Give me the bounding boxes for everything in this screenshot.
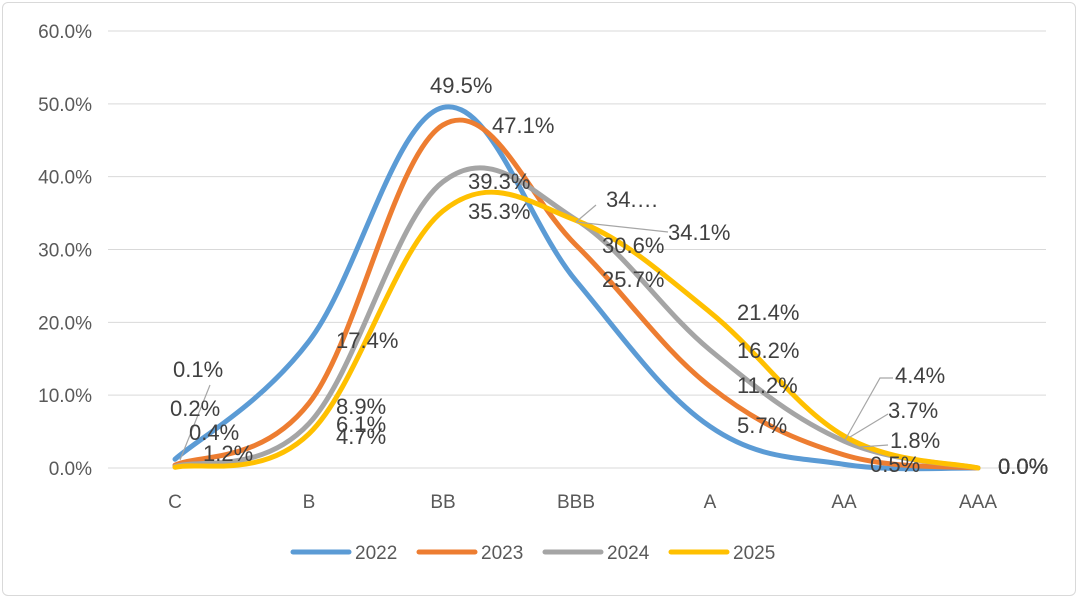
data-label-2024: 34.1% xyxy=(668,220,730,245)
x-axis-ticks: C B BB BBB A AA AAA xyxy=(168,492,997,513)
legend-item-2024: 2024 xyxy=(542,543,650,564)
data-label-2025: 0.1% xyxy=(173,357,223,382)
series-line-2023 xyxy=(172,117,981,471)
y-tick-label: 40.0% xyxy=(38,168,92,189)
legend-label: 2023 xyxy=(481,543,523,564)
data-label-2024: 6.1% xyxy=(336,412,386,437)
data-label-2023: 47.1% xyxy=(492,113,554,138)
y-tick-label: 20.0% xyxy=(38,313,92,334)
series-line-2025 xyxy=(172,189,981,471)
data-label-2024: 0.0% xyxy=(998,454,1048,479)
series-lines xyxy=(172,104,981,472)
label-leader-line xyxy=(575,221,669,233)
label-leader-line xyxy=(859,444,889,448)
x-tick-label: BB xyxy=(430,492,455,513)
y-tick-label: 50.0% xyxy=(38,95,92,116)
data-label-2023: 0.0% xyxy=(998,454,1048,479)
legend-item-2023: 2023 xyxy=(416,543,523,564)
data-labels: 1.2% 17.4% 49.5% 25.7% 5.7% 0.5% 0.0% 0.4% 8.9% 4… xyxy=(170,73,1048,479)
legend-item-2025: 2025 xyxy=(668,543,775,564)
x-tick-label: AAA xyxy=(959,492,997,513)
data-label-2025: 0.0% xyxy=(998,454,1048,479)
label-leader-line xyxy=(179,384,211,461)
data-label-2022: 17.4% xyxy=(336,328,398,353)
legend-item-2022: 2022 xyxy=(290,543,397,564)
data-label-2024: 39.3% xyxy=(468,169,530,194)
data-label-2022: 0.0% xyxy=(998,454,1048,479)
data-label-2023: 1.8% xyxy=(890,428,940,453)
label-leader-line xyxy=(849,413,889,438)
data-label-2023: 30.6% xyxy=(602,233,664,258)
x-tick-label: BBB xyxy=(557,492,595,513)
data-label-2025: 4.7% xyxy=(336,424,386,449)
y-tick-label: 10.0% xyxy=(38,386,92,407)
legend-label: 2024 xyxy=(607,543,650,564)
data-label-2022: 0.5% xyxy=(870,452,920,477)
data-label-2023: 11.2% xyxy=(737,373,798,398)
data-label-2024: 16.2% xyxy=(737,338,799,363)
data-label-2025: 34.… xyxy=(606,187,659,212)
data-label-2024: 3.7% xyxy=(888,398,938,423)
y-tick-label: 30.0% xyxy=(38,241,92,262)
legend: 2022 2023 2024 2025 xyxy=(290,543,775,564)
series-line-2022 xyxy=(172,104,981,472)
label-leader-line xyxy=(575,204,597,223)
data-label-2025: 21.4% xyxy=(737,300,799,325)
x-tick-label: AA xyxy=(831,492,857,513)
x-tick-label: B xyxy=(303,492,316,513)
data-label-2022: 5.7% xyxy=(737,413,787,438)
series-line-2024 xyxy=(172,165,981,471)
data-label-2023: 0.4% xyxy=(189,420,239,445)
data-label-2024: 0.2% xyxy=(170,396,220,421)
data-label-2023: 8.9% xyxy=(336,394,386,419)
x-tick-label: A xyxy=(704,492,717,513)
data-label-2022: 25.7% xyxy=(602,267,664,292)
data-label-2025: 35.3% xyxy=(468,199,530,224)
y-tick-label: 60.0% xyxy=(38,22,92,43)
legend-label: 2025 xyxy=(733,543,775,564)
legend-label: 2022 xyxy=(355,543,397,564)
data-label-2022: 49.5% xyxy=(430,73,492,98)
data-label-2022: 1.2% xyxy=(203,441,253,466)
label-leader-line xyxy=(844,377,893,441)
y-axis-ticks: 0.0% 10.0% 20.0% 30.0% 40.0% 50.0% 60.0% xyxy=(38,22,92,480)
data-label-2025: 4.4% xyxy=(895,363,945,388)
y-tick-label: 0.0% xyxy=(49,459,92,480)
label-leader-lines xyxy=(179,204,893,461)
x-tick-label: C xyxy=(168,492,182,513)
